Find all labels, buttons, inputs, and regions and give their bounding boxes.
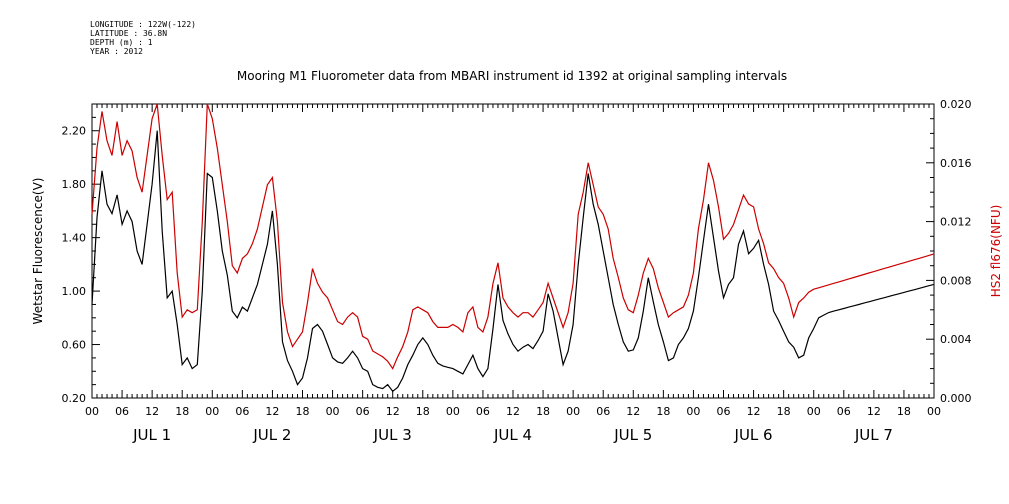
left-tick-label: 0.60 bbox=[62, 339, 87, 352]
x-tick-label: 00 bbox=[927, 405, 941, 418]
x-tick-label: 06 bbox=[235, 405, 249, 418]
x-tick-label: 00 bbox=[205, 405, 219, 418]
x-tick-label: 00 bbox=[566, 405, 580, 418]
right-tick-label: 0.000 bbox=[940, 392, 972, 405]
day-label: JUL 3 bbox=[373, 426, 412, 444]
day-label: JUL 4 bbox=[493, 426, 532, 444]
right-axis: 0.000 0.004 0.008 0.012 0.016 0.020 bbox=[926, 98, 972, 405]
right-tick-label: 0.004 bbox=[940, 333, 972, 346]
x-tick-label: 18 bbox=[656, 405, 670, 418]
x-tick-label: 12 bbox=[626, 405, 640, 418]
x-tick-label: 18 bbox=[777, 405, 791, 418]
right-tick-label: 0.012 bbox=[940, 216, 972, 229]
meta-line-year: YEAR : 2012 bbox=[90, 47, 143, 56]
x-tick-label: 18 bbox=[897, 405, 911, 418]
right-tick-label: 0.016 bbox=[940, 157, 972, 170]
x-tick-label: 00 bbox=[807, 405, 821, 418]
x-tick-label: 06 bbox=[717, 405, 731, 418]
x-tick-label: 12 bbox=[265, 405, 279, 418]
x-tick-label: 06 bbox=[115, 405, 129, 418]
plot-frame bbox=[91, 103, 935, 399]
left-tick-label: 2.20 bbox=[62, 125, 87, 138]
metadata-block: LONGITUDE : 122W(-122) LATITUDE : 36.8N … bbox=[90, 20, 196, 56]
left-tick-label: 1.80 bbox=[62, 178, 87, 191]
right-tick-label: 0.020 bbox=[940, 98, 972, 111]
x-tick-label: 18 bbox=[175, 405, 189, 418]
series-line-hs2 bbox=[91, 103, 935, 370]
x-tick-label: 06 bbox=[476, 405, 490, 418]
day-label: JUL 7 bbox=[854, 426, 893, 444]
left-tick-label: 1.00 bbox=[62, 285, 87, 298]
meta-line-longitude: LONGITUDE : 122W(-122) bbox=[90, 20, 196, 29]
x-tick-label: 12 bbox=[747, 405, 761, 418]
x-tick-label: 12 bbox=[145, 405, 159, 418]
meta-line-depth: DEPTH (m) : 1 bbox=[90, 38, 153, 47]
left-tick-label: 0.20 bbox=[62, 392, 87, 405]
left-tick-label: 1.40 bbox=[62, 232, 87, 245]
x-tick-label: 00 bbox=[686, 405, 700, 418]
x-tick-label: 06 bbox=[837, 405, 851, 418]
x-tick-label: 06 bbox=[596, 405, 610, 418]
x-tick-label: 18 bbox=[296, 405, 310, 418]
meta-line-latitude: LATITUDE : 36.8N bbox=[90, 29, 168, 38]
x-axis: 00 06 12 18 00 06 12 18 00 06 12 18 00 06 12 18 00 06 12 18… bbox=[85, 104, 941, 444]
right-tick-label: 0.008 bbox=[940, 274, 972, 287]
day-label: JUL 1 bbox=[132, 426, 171, 444]
x-tick-label: 12 bbox=[386, 405, 400, 418]
x-tick-label: 06 bbox=[356, 405, 370, 418]
day-label: JUL 2 bbox=[252, 426, 291, 444]
day-label: JUL 6 bbox=[734, 426, 773, 444]
left-axis-label: Wetstar Fluorescence(V) bbox=[31, 178, 45, 325]
day-label: JUL 5 bbox=[613, 426, 652, 444]
x-tick-label: 18 bbox=[416, 405, 430, 418]
left-axis: 0.20 0.60 1.00 1.40 1.80 2.20 bbox=[62, 103, 100, 405]
chart-title: Mooring M1 Fluorometer data from MBARI i… bbox=[237, 69, 787, 83]
x-tick-label: 12 bbox=[867, 405, 881, 418]
right-axis-label: HS2 fl676(NFU) bbox=[989, 205, 1003, 298]
x-tick-label: 00 bbox=[85, 405, 99, 418]
x-tick-label: 00 bbox=[326, 405, 340, 418]
x-tick-label: 00 bbox=[446, 405, 460, 418]
x-tick-label: 18 bbox=[536, 405, 550, 418]
series-line-wetstar bbox=[91, 130, 935, 393]
series-layer bbox=[91, 103, 935, 393]
x-tick-label: 12 bbox=[506, 405, 520, 418]
